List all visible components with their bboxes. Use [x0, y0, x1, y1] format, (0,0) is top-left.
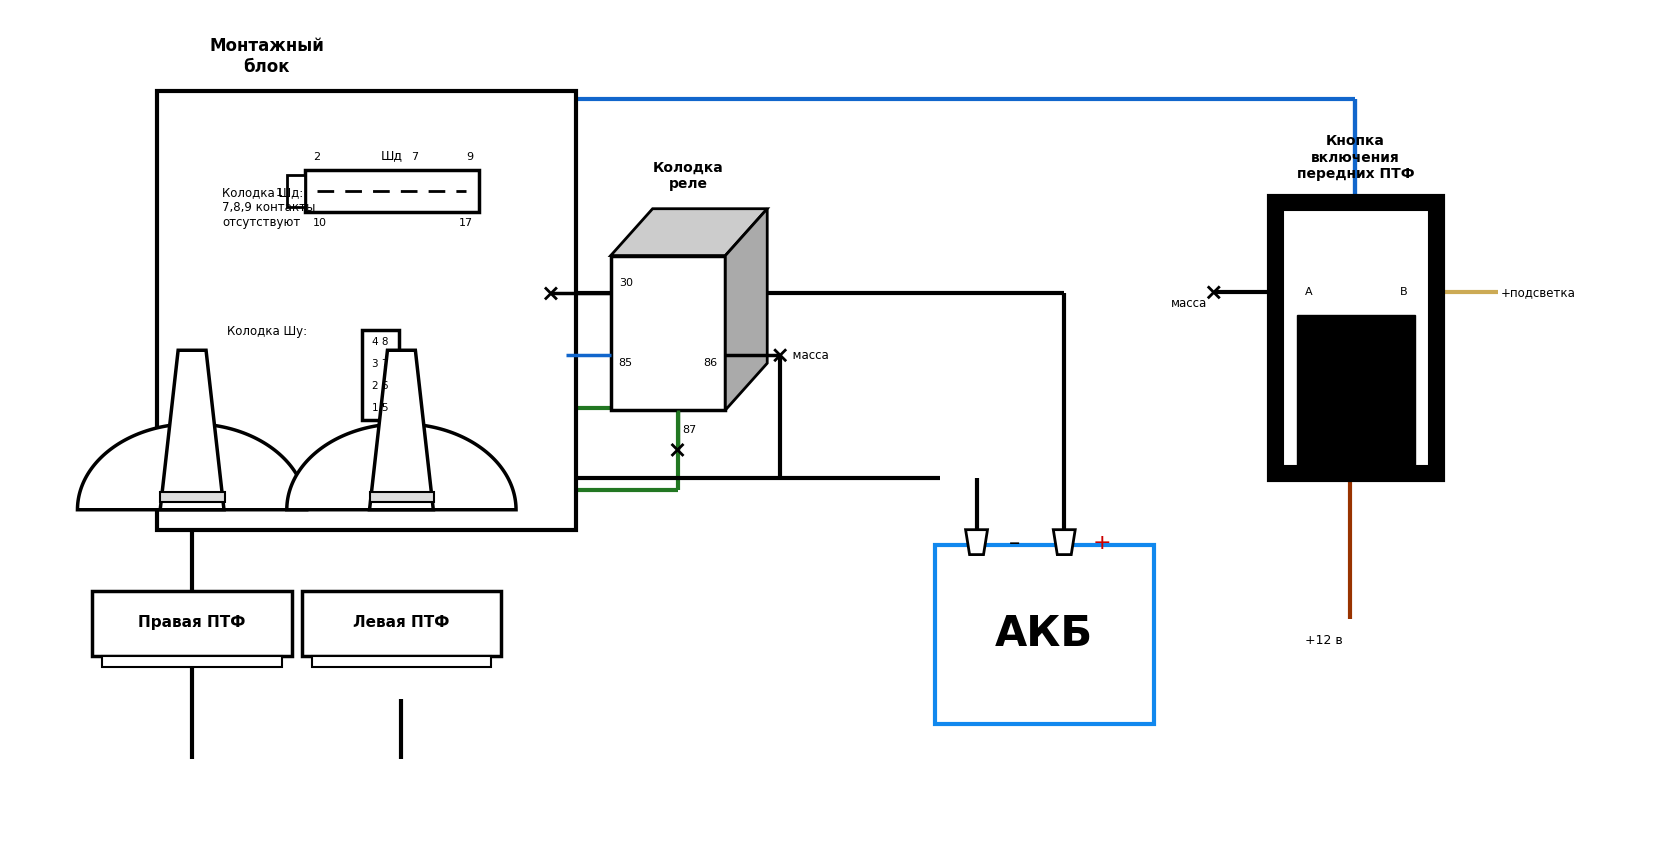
Text: B: B	[1399, 287, 1407, 298]
Text: 4 8: 4 8	[371, 337, 388, 347]
Text: Колодка Шд:
7,8,9 контакты
отсутствуют: Колодка Шд: 7,8,9 контакты отсутствуют	[223, 186, 315, 229]
Text: АКБ: АКБ	[995, 613, 1092, 655]
Text: 1: 1	[276, 187, 283, 198]
Bar	[370, 492, 433, 501]
Text: 2: 2	[313, 152, 320, 162]
Text: D: D	[1399, 344, 1407, 354]
Text: 87: 87	[683, 425, 696, 435]
Text: 86: 86	[703, 359, 718, 368]
Bar	[1295, 315, 1414, 469]
Polygon shape	[161, 350, 224, 510]
Text: –: –	[1009, 532, 1019, 553]
Polygon shape	[77, 424, 306, 510]
Polygon shape	[965, 530, 987, 555]
Text: Монтажный
блок: Монтажный блок	[209, 37, 325, 77]
Polygon shape	[611, 209, 766, 255]
Bar	[611, 255, 724, 410]
Text: +: +	[1092, 532, 1111, 553]
Text: Шд: Шд	[380, 149, 402, 162]
Bar	[157, 91, 576, 530]
Text: 2: 2	[1399, 364, 1407, 374]
Text: 17: 17	[458, 218, 473, 228]
Text: 1: 1	[1399, 324, 1407, 335]
Text: 10: 10	[313, 218, 326, 228]
Polygon shape	[286, 424, 515, 510]
Text: 30: 30	[619, 279, 632, 288]
Polygon shape	[370, 350, 433, 510]
Text: масса: масса	[1169, 298, 1206, 310]
Bar	[311, 655, 490, 667]
Text: +12 в: +12 в	[1303, 635, 1342, 648]
Bar	[161, 492, 224, 501]
Bar	[102, 655, 281, 667]
Text: +подсветка: +подсветка	[1501, 286, 1574, 298]
Text: Левая ПТФ: Левая ПТФ	[353, 615, 450, 630]
Bar	[92, 591, 291, 655]
Polygon shape	[1052, 530, 1074, 555]
Bar	[286, 175, 304, 206]
Text: Правая ПТФ: Правая ПТФ	[139, 615, 246, 630]
Polygon shape	[724, 209, 766, 410]
Bar	[361, 330, 400, 420]
Text: 85: 85	[619, 359, 632, 368]
Text: 9: 9	[465, 152, 473, 162]
Bar	[1282, 210, 1429, 466]
Text: 1 5: 1 5	[371, 403, 388, 413]
Bar	[304, 169, 478, 212]
Text: A: A	[1303, 287, 1312, 298]
Bar	[934, 544, 1153, 724]
Text: 2 6: 2 6	[371, 381, 388, 391]
Text: 3 7: 3 7	[371, 359, 388, 369]
Text: Колодка Шу:: Колодка Шу:	[228, 325, 306, 338]
Text: 7: 7	[412, 152, 418, 162]
Bar	[1268, 196, 1442, 480]
Bar	[301, 591, 500, 655]
Text: Колодка
реле: Колодка реле	[652, 161, 723, 191]
Text: масса: масса	[785, 349, 828, 362]
Text: Кнопка
включения
передних ПТФ: Кнопка включения передних ПТФ	[1295, 134, 1414, 181]
